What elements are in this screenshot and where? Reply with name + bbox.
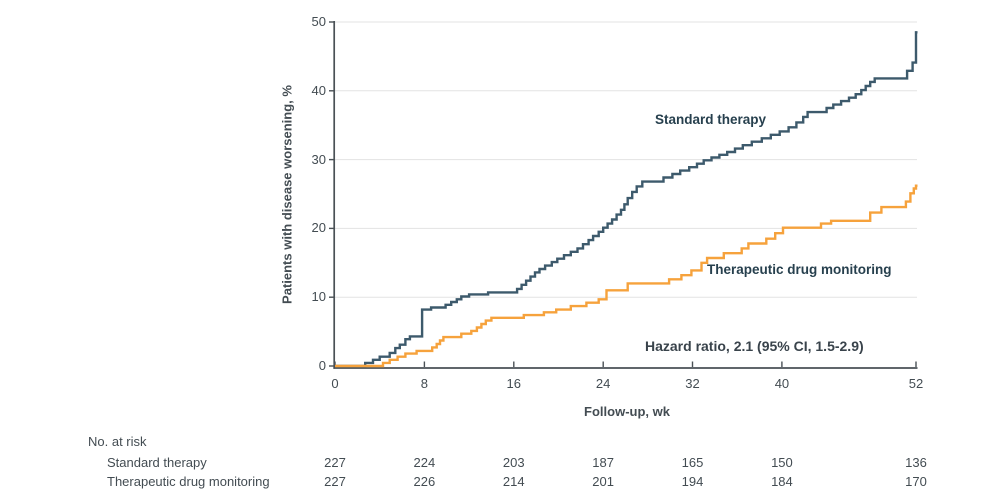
at-risk-value-row0-wk40: 150: [771, 455, 793, 470]
at-risk-value-row1-wk32: 194: [681, 474, 704, 489]
x-tick-label-16: 16: [506, 376, 521, 391]
x-axis-title: Follow-up, wk: [584, 404, 670, 419]
y-tick-label-10: 10: [311, 289, 326, 305]
y-axis-title: Patients with disease worsening, %: [279, 85, 295, 304]
at-risk-title: No. at risk: [88, 434, 147, 449]
series-curve-therapeutic-drug-monitoring: [335, 184, 918, 368]
at-risk-row-label-standard-therapy: Standard therapy: [107, 455, 207, 470]
y-tick-label-50: 50: [311, 14, 326, 29]
x-tick-label-32: 32: [685, 376, 700, 391]
x-tick-label-52: 52: [908, 376, 924, 391]
series-label-standard-therapy: Standard therapy: [655, 112, 767, 127]
series-label-therapeutic-drug-monitoring: Therapeutic drug monitoring: [707, 262, 892, 277]
at-risk-value-row0-wk52: 136: [905, 455, 927, 470]
hazard-ratio-annotation: Hazard ratio, 2.1 (95% CI, 1.5-2.9): [645, 338, 864, 354]
at-risk-value-row1-wk24: 201: [592, 474, 614, 489]
at-risk-value-row0-wk8: 224: [413, 455, 436, 470]
y-tick-label-30: 30: [311, 151, 326, 167]
x-tick-label-40: 40: [774, 376, 790, 391]
at-risk-value-row1-wk40: 184: [771, 474, 793, 489]
y-tick-label-40: 40: [311, 82, 326, 98]
at-risk-row-label-therapeutic-drug-monitoring: Therapeutic drug monitoring: [107, 474, 270, 489]
at-risk-value-row0-wk0: 227: [324, 455, 346, 470]
at-risk-value-row1-wk8: 226: [413, 474, 436, 489]
at-risk-value-row0-wk32: 165: [681, 455, 704, 470]
y-tick-label-20: 20: [311, 220, 326, 236]
x-tick-label-24: 24: [595, 376, 611, 391]
at-risk-value-row1-wk16: 214: [502, 474, 525, 489]
series-curve-standard-therapy: [335, 31, 918, 368]
at-risk-value-row0-wk16: 203: [502, 455, 525, 470]
y-tick-label-0: 0: [318, 358, 326, 373]
at-risk-value-row1-wk0: 227: [324, 474, 346, 489]
at-risk-value-row1-wk52: 170: [905, 474, 927, 489]
x-tick-label-0: 0: [331, 376, 339, 391]
x-tick-label-8: 8: [420, 376, 428, 391]
at-risk-value-row0-wk24: 187: [592, 455, 614, 470]
